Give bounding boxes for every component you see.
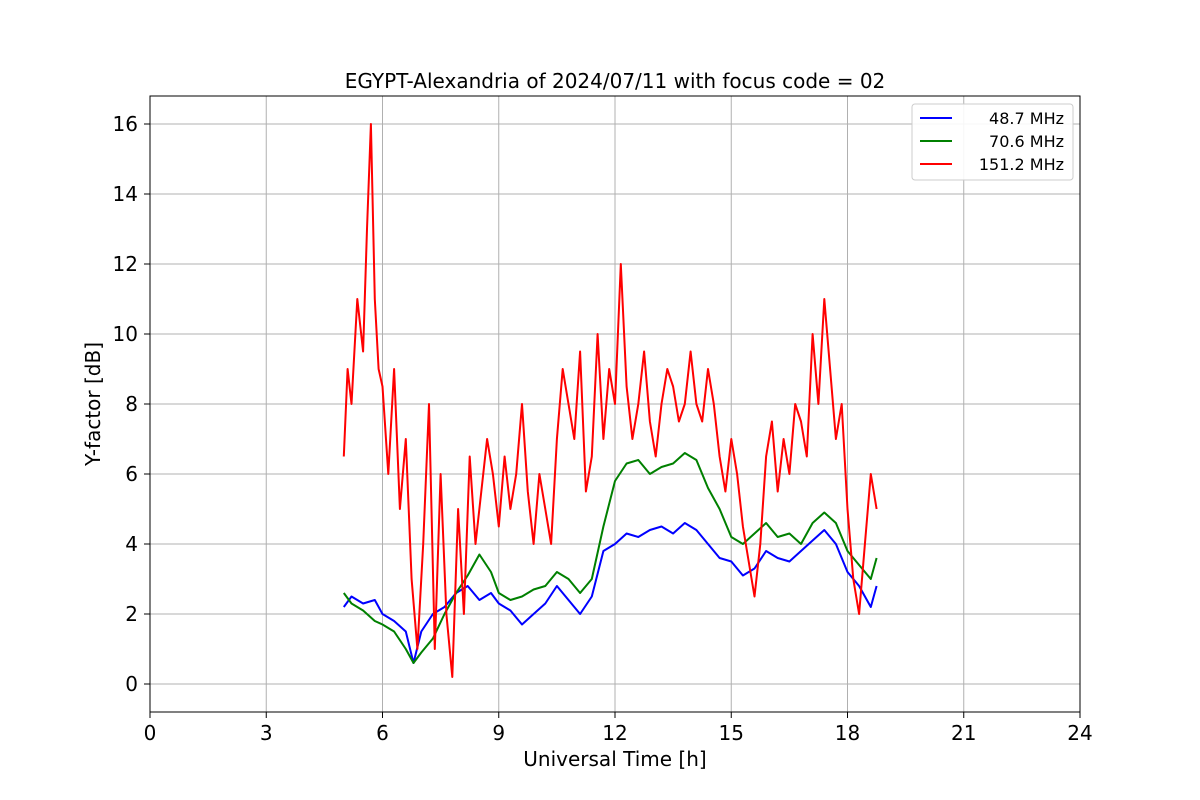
legend: 48.7 MHz 70.6 MHz 151.2 MHz [911,103,1074,181]
y-tick-label: 0 [125,672,138,696]
y-axis-label: Y-factor [dB] [81,342,105,467]
x-tick-label: 24 [1067,721,1092,745]
y-tick-label: 6 [125,462,138,486]
y-axis: 0 2 4 6 8 10 12 14 16 [113,112,150,696]
series-line-0 [342,522,878,664]
y-tick-label: 8 [125,392,138,416]
x-tick-label: 9 [492,721,505,745]
y-tick-label: 2 [125,602,138,626]
y-tick-label: 12 [113,252,138,276]
x-tick-label: 3 [260,721,273,745]
y-tick-label: 14 [113,182,138,206]
legend-label: 151.2 MHz [979,155,1064,174]
y-tick-label: 16 [113,112,138,136]
x-tick-label: 18 [835,721,860,745]
legend-box [911,103,1074,181]
legend-label: 48.7 MHz [989,109,1064,128]
y-tick-label: 4 [125,532,138,556]
series-line-1 [342,452,878,664]
x-axis: 0 3 6 9 12 15 18 21 24 [144,712,1093,745]
x-tick-label: 6 [376,721,389,745]
x-tick-label: 15 [719,721,744,745]
series-line-2 [342,123,878,678]
legend-label: 70.6 MHz [989,132,1064,151]
x-tick-label: 12 [602,721,627,745]
x-tick-label: 0 [144,721,157,745]
series-layer [342,123,878,678]
x-axis-label: Universal Time [h] [523,747,706,771]
y-tick-label: 10 [113,322,138,346]
x-tick-label: 21 [951,721,976,745]
chart-title: EGYPT-Alexandria of 2024/07/11 with focu… [345,69,886,93]
